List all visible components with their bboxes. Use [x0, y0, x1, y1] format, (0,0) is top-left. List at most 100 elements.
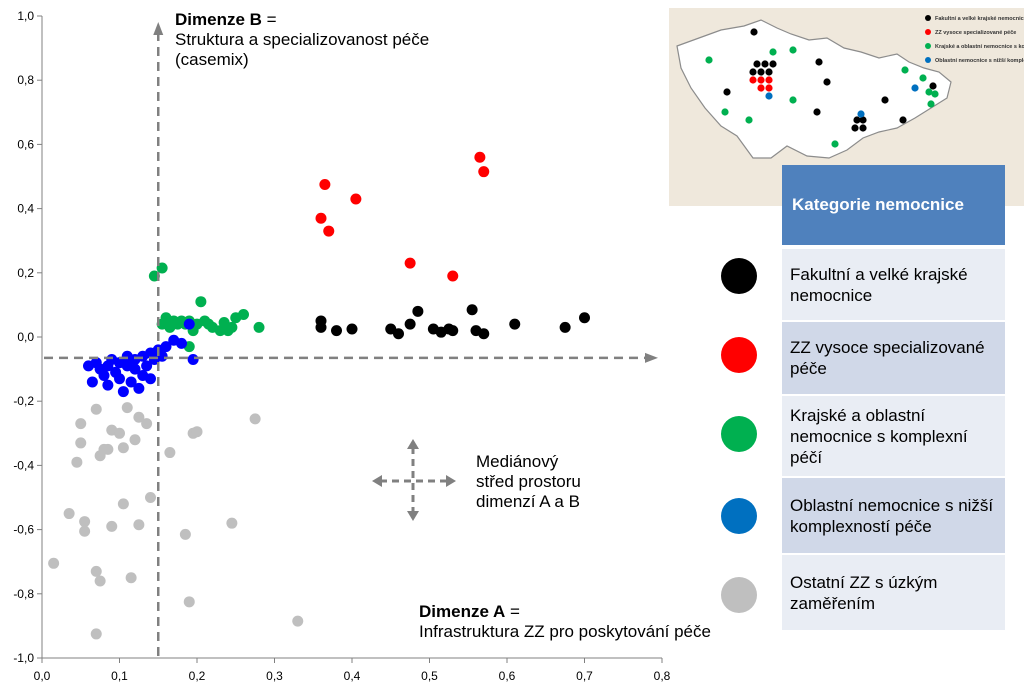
data-point	[447, 270, 459, 282]
data-point	[323, 225, 335, 237]
map-dot	[765, 92, 773, 100]
dimension-b-label: Dimenze B = Struktura a specializovanost…	[175, 10, 429, 70]
map-dot	[823, 78, 831, 86]
map-legend-label: Oblastní nemocnice s nižší komplexností …	[935, 58, 1024, 64]
x-tick-label: 0,5	[421, 669, 438, 683]
data-point	[238, 309, 249, 321]
data-point	[187, 353, 199, 365]
data-point	[125, 572, 137, 584]
x-tick-label: 0,0	[34, 669, 51, 683]
data-point	[129, 363, 141, 375]
map-dot	[859, 116, 867, 124]
data-point	[125, 376, 137, 388]
data-point	[509, 318, 521, 330]
data-point	[319, 179, 331, 191]
legend-item-oblastni: Oblastní nemocnice s nižší komplexností …	[782, 478, 1005, 553]
data-point	[346, 323, 358, 335]
legend-label-specializovane: ZZ vysoce specializované péče	[790, 338, 985, 378]
data-point	[90, 403, 102, 415]
series-4	[48, 402, 304, 640]
data-point	[102, 443, 114, 455]
data-point	[145, 373, 156, 385]
y-tick-label: -0,8	[13, 587, 34, 601]
data-point	[141, 418, 153, 430]
legend-marker-fakultni	[721, 258, 757, 294]
median-guides	[44, 22, 658, 656]
data-point	[145, 492, 156, 503]
map-dot	[723, 88, 731, 96]
dimension-a-eq: =	[505, 602, 520, 621]
data-point	[79, 516, 91, 528]
median-line-2: střed prostoru	[476, 472, 581, 491]
map-dot	[881, 96, 889, 104]
data-point	[412, 305, 424, 317]
median-horizontal-arrow	[645, 352, 658, 363]
legend-item-krajske: Krajské a oblastní nemocnice s komplexní…	[782, 396, 1005, 476]
map-dot	[813, 108, 821, 116]
data-point	[129, 434, 141, 446]
map-dot	[899, 116, 907, 124]
map-legend-marker	[925, 29, 931, 35]
map-dot	[929, 82, 937, 90]
dimension-b-description: Struktura a specializovanost péče	[175, 30, 430, 49]
map-legend-label: Fakultní a velké krajské nemocnice	[935, 16, 1024, 22]
median-vertical-arrow	[153, 22, 164, 35]
data-point	[315, 212, 327, 224]
data-point	[559, 321, 571, 333]
y-tick-label: 1,0	[17, 9, 34, 23]
axes: 0,0 0,1 0,2 0,3 0,4 0,5 0,6 0,7 0,8 1,0 0,8 0,6 0,4 0…	[13, 9, 670, 683]
map-dot	[765, 76, 773, 84]
data-point	[90, 565, 102, 577]
map-dot	[757, 76, 765, 84]
data-point	[226, 517, 238, 529]
data-point	[114, 373, 125, 385]
dimension-b-casemix: (casemix)	[175, 50, 249, 69]
data-point	[404, 318, 416, 330]
map-dot	[851, 124, 859, 132]
median-line-3: dimenzí A a B	[476, 492, 580, 511]
data-point	[48, 557, 60, 569]
data-point	[133, 411, 145, 423]
y-tick-label: 0,2	[17, 266, 34, 280]
map-dot	[749, 76, 757, 84]
map-dot	[911, 84, 919, 92]
map-dot	[705, 56, 713, 64]
data-point	[350, 193, 362, 205]
legend-item-ostatni: Ostatní ZZ s úzkým zaměřením	[782, 555, 1005, 630]
map-legend-marker	[925, 15, 931, 21]
data-point	[579, 312, 590, 324]
map-dot	[749, 68, 757, 76]
y-tick-label: 0,6	[17, 137, 34, 151]
y-tick-label: 0,0	[17, 330, 34, 344]
map-dot	[857, 110, 865, 118]
map-dot	[765, 84, 773, 92]
map-dot	[757, 68, 765, 76]
data-point	[141, 360, 153, 372]
data-point	[183, 596, 195, 608]
data-point	[195, 296, 207, 308]
data-point	[447, 325, 459, 337]
median-cross-icon	[372, 439, 456, 521]
legend-header: Kategorie nemocnice	[782, 165, 1005, 245]
data-point	[98, 370, 110, 382]
x-tick-label: 0,8	[654, 669, 671, 683]
data-point	[474, 151, 486, 163]
y-tick-label: -1,0	[13, 651, 34, 665]
legend-label-oblastni: Oblastní nemocnice s nižší komplexností …	[790, 495, 994, 536]
map-dot	[859, 124, 867, 132]
y-tick-label: -0,2	[13, 394, 34, 408]
data-point	[106, 520, 118, 532]
data-point	[179, 528, 191, 540]
data-point	[466, 304, 478, 316]
map-legend-label: Krajské a oblastní nemocnice s komplexní…	[935, 44, 1024, 50]
dimension-b-title: Dimenze B	[175, 10, 262, 29]
map-dot	[927, 100, 935, 108]
data-point	[117, 498, 129, 510]
median-line-1: Mediánový	[476, 452, 559, 471]
map-dot	[831, 140, 839, 148]
data-point	[114, 427, 125, 439]
data-point	[160, 341, 172, 353]
dimension-a-label: Dimenze A = Infrastruktura ZZ pro poskyt…	[419, 602, 711, 642]
legend-marker-oblastni	[721, 498, 757, 534]
data-point	[176, 337, 187, 349]
